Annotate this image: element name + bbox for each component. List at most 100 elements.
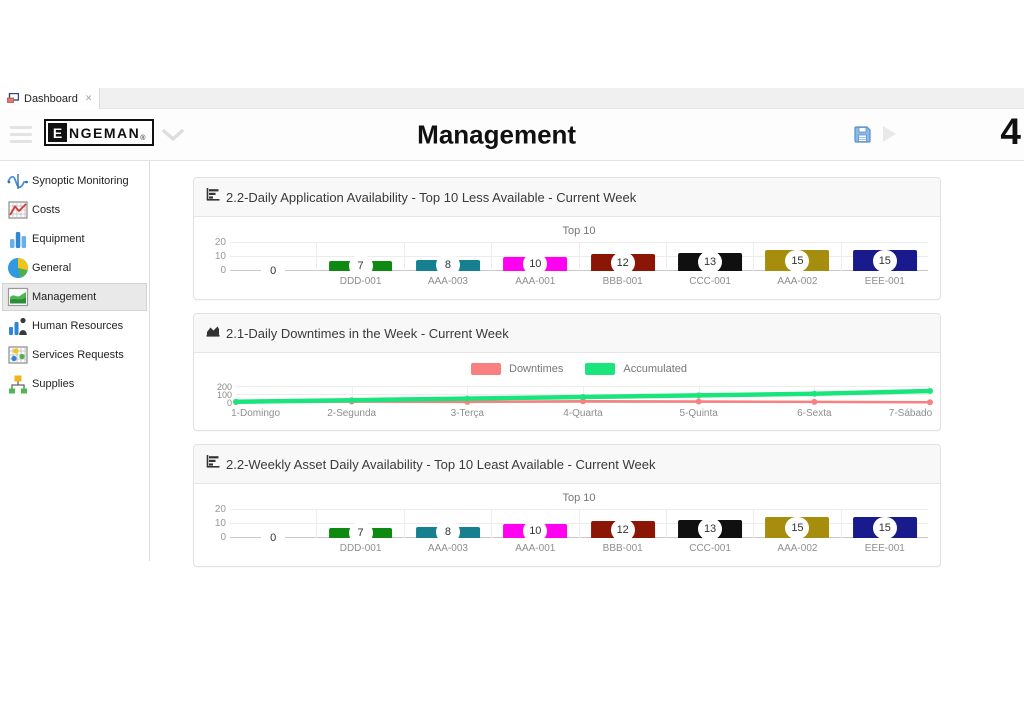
supplies-icon [7, 373, 29, 395]
value-badge: 0 [261, 527, 286, 549]
card-title: 2.2-Daily Application Availability - Top… [226, 189, 637, 205]
value-badge: 12 [610, 518, 635, 541]
axis-label: 1-Domingo [231, 408, 281, 419]
category-label: DDD-001 [339, 543, 382, 554]
y-axis-tick: 20 [214, 504, 226, 515]
axis-label: 2-Segunda [327, 408, 377, 419]
axis-label: 3-Terça [450, 408, 485, 419]
legend-swatch [471, 363, 501, 375]
sidebar-item-label: Synoptic Monitoring [32, 175, 129, 187]
bar-slot: 15 EEE-001 [840, 510, 928, 554]
category-label: AAA-003 [427, 276, 468, 287]
value-badge: 15 [785, 249, 810, 272]
bar-slot: 7 DDD-001 [316, 510, 403, 554]
bar-chart: Top 10 0 10 20 0 7 DDD-001 8 AAA-003 10 AAA-001 12 B… [206, 492, 928, 554]
category-label: AAA-001 [515, 543, 556, 554]
bar-chart: Top 10 0 10 20 0 7 DDD-001 8 AAA-003 10 AAA-001 12 B… [206, 225, 928, 287]
top-whitespace [0, 0, 1024, 88]
sidebar-item-supplies[interactable]: Supplies [2, 370, 147, 398]
y-axis-tick: 20 [214, 237, 226, 248]
value-badge: 10 [523, 520, 548, 542]
value-badge: 8 [435, 521, 460, 544]
tab-close-icon[interactable]: ✕ [84, 93, 93, 103]
bar-slot: 12 BBB-001 [578, 243, 666, 287]
data-point [927, 399, 933, 406]
category-label: AAA-002 [777, 276, 818, 287]
services-requests-icon [7, 344, 29, 366]
tab-bar: Dashboard ✕ [0, 88, 1024, 109]
sidebar-item-label: Management [32, 291, 97, 303]
save-icon[interactable] [853, 125, 872, 149]
y-axis-tick: 0 [226, 398, 232, 408]
data-point [580, 398, 586, 405]
bar-slot: 10 AAA-001 [491, 243, 578, 287]
sidebar-item-costs[interactable]: Costs [2, 196, 147, 224]
card-title: 2.2-Weekly Asset Daily Availability - To… [226, 456, 656, 472]
y-axis-tick: 200 [216, 382, 232, 392]
axis-label: 7-Sábado [888, 408, 933, 419]
category-label: BBB-001 [602, 543, 643, 554]
gridline [236, 386, 930, 387]
y-axis-tick: 10 [214, 251, 226, 262]
sidebar-item-label: Costs [32, 204, 61, 216]
chart-legend: Downtimes Accumulated [230, 363, 928, 375]
legend-item-downtimes[interactable]: Downtimes [471, 363, 563, 375]
card-header: 2.2-Daily Application Availability - Top… [194, 178, 940, 217]
bar-slot: 13 CCC-001 [665, 510, 753, 554]
value-badge: 0 [261, 260, 286, 282]
bar-slot: 15 AAA-002 [753, 243, 840, 287]
category-label: EEE-001 [864, 543, 905, 554]
data-point [464, 395, 471, 402]
bar-slot: 8 AAA-003 [403, 510, 491, 554]
sidebar-item-synoptic-monitoring[interactable]: Synoptic Monitoring [2, 167, 147, 195]
human-resources-icon [7, 315, 29, 337]
logo-text: NGEMAN [69, 124, 141, 141]
app-header: E NGEMAN ® Management 4 [0, 109, 1024, 161]
window-icon [7, 90, 20, 108]
bar-slot: 13 CCC-001 [665, 243, 753, 287]
legend-label: Downtimes [509, 363, 564, 375]
category-label: AAA-001 [515, 276, 556, 287]
data-point [233, 398, 239, 405]
data-point [348, 397, 355, 404]
weekly-asset-availability-card: 2.2-Weekly Asset Daily Availability - To… [193, 444, 941, 567]
category-label: CCC-001 [689, 276, 731, 287]
bar-slot: 12 BBB-001 [578, 510, 666, 554]
menu-icon[interactable] [10, 126, 32, 147]
bar-slot: 15 EEE-001 [840, 243, 928, 287]
chart-subtitle: Top 10 [562, 492, 596, 504]
sidebar-item-human-resources[interactable]: Human Resources [2, 312, 147, 340]
costs-icon [7, 199, 29, 221]
gridline [351, 387, 353, 403]
bar-chart-icon [206, 188, 220, 206]
data-point [580, 394, 586, 400]
refresh-counter: 4 [1000, 111, 1021, 152]
sidebar-item-equipment[interactable]: Equipment [2, 225, 147, 253]
bar-slot: 7 DDD-001 [316, 243, 403, 287]
data-point [811, 390, 818, 397]
axis-label: 4-Quarta [563, 408, 603, 419]
legend-swatch [585, 363, 616, 375]
sidebar-item-management[interactable]: Management [2, 283, 147, 311]
area-chart-icon [206, 324, 220, 342]
sidebar-item-services-requests[interactable]: Services Requests [2, 341, 147, 369]
axis-label: 5-Quinta [679, 408, 718, 419]
data-point [695, 398, 702, 405]
sidebar-item-general[interactable]: General [2, 254, 147, 282]
play-icon[interactable] [883, 126, 896, 142]
bar-slot: 0 [230, 510, 316, 549]
legend-item-accumulated[interactable]: Accumulated [585, 363, 687, 375]
card-body: Downtimes Accumulated 0 100 200 1-Domingo 2-Se… [194, 353, 940, 430]
line-plot-area: 0 100 200 [217, 382, 933, 408]
value-badge: 8 [435, 254, 460, 277]
main-panel: 2.2-Daily Application Availability - Top… [150, 161, 1024, 580]
chevron-down-icon[interactable] [162, 129, 184, 147]
tab-dashboard[interactable]: Dashboard ✕ [0, 88, 101, 109]
value-badge: 7 [348, 255, 373, 278]
daily-downtimes-card: 2.1-Daily Downtimes in the Week - Curren… [193, 313, 941, 431]
y-axis-tick: 0 [220, 532, 226, 543]
equipment-icon [7, 228, 29, 250]
category-label: EEE-001 [864, 276, 905, 287]
management-icon [7, 286, 29, 308]
engeman-logo: E NGEMAN ® [44, 119, 155, 146]
